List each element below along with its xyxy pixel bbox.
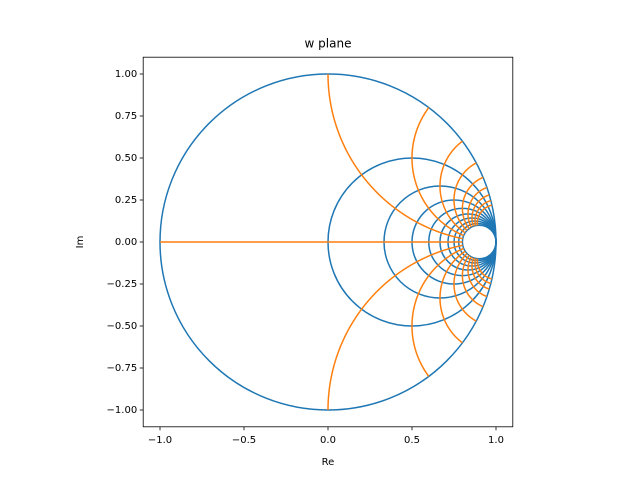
reactance-arc: [461, 176, 484, 230]
reactance-arc: [476, 204, 493, 226]
x-tick-label: −1.0: [148, 435, 172, 446]
reactance-arc: [327, 73, 463, 240]
y-tick-label: 0.25: [115, 195, 137, 206]
resistance-circle: [461, 224, 497, 260]
y-tick-label: −0.75: [107, 363, 138, 374]
reactance-arc: [476, 258, 493, 280]
reactance-arc: [474, 258, 492, 285]
y-tick-label: 0.50: [115, 153, 137, 164]
y-tick-label: −0.25: [107, 279, 138, 290]
plot-area: [159, 73, 497, 411]
reactance-arc: [467, 256, 488, 298]
reactance-arc: [439, 140, 466, 234]
y-tick-label: −1.00: [107, 405, 138, 416]
y-tick-label: 1.00: [115, 69, 137, 80]
reactance-arc: [471, 194, 490, 227]
y-tick-label: 0.75: [115, 111, 137, 122]
x-tick-label: −0.5: [232, 435, 256, 446]
reactance-arc: [471, 257, 490, 290]
y-axis-label: Im: [75, 236, 86, 249]
x-tick-label: 0.0: [320, 435, 336, 446]
reactance-arc: [467, 186, 488, 228]
reactance-arc: [327, 244, 463, 411]
reactance-arc: [453, 253, 477, 322]
x-tick-label: 0.5: [404, 435, 420, 446]
reactance-arc: [411, 247, 465, 377]
reactance-arc: [453, 162, 477, 231]
x-tick-label: 1.0: [488, 435, 504, 446]
x-axis-label: Re: [322, 457, 335, 468]
reactance-arc: [461, 254, 484, 308]
reactance-arc: [474, 199, 492, 226]
y-tick-label: 0.00: [115, 237, 137, 248]
reactance-arc: [411, 107, 465, 237]
chart-title: w plane: [305, 37, 352, 51]
reactance-arc: [439, 250, 466, 344]
y-tick-label: −0.50: [107, 321, 138, 332]
